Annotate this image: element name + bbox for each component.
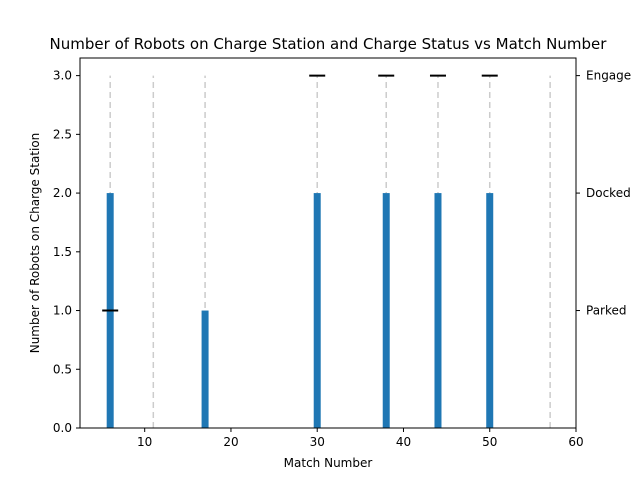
x-tick-label: 40: [396, 435, 411, 449]
x-axis: 10 20 30 40 50 60: [137, 428, 584, 449]
x-tick-label: 10: [137, 435, 152, 449]
y-axis-label: Number of Robots on Charge Station: [28, 133, 42, 354]
chart-title: Number of Robots on Charge Station and C…: [50, 35, 608, 53]
y-tick-label: 3.0: [53, 69, 72, 83]
x-tick-label: 60: [568, 435, 583, 449]
bar: [382, 193, 390, 428]
x-tick-label: 30: [310, 435, 325, 449]
x-axis-label: Match Number: [284, 456, 373, 470]
x-tick-label: 20: [223, 435, 238, 449]
plot-frame: [79, 57, 577, 429]
y-tick-label: 1.0: [53, 304, 72, 318]
y-tick-label: 1.5: [53, 245, 72, 259]
right-tick-label: Docked: [586, 186, 631, 200]
y-tick-label: 2.5: [53, 127, 72, 141]
y-tick-label: 2.0: [53, 186, 72, 200]
y-axis-right: Parked Docked Engage: [576, 69, 631, 318]
x-tick-label: 50: [482, 435, 497, 449]
bar: [486, 193, 494, 428]
bar: [434, 193, 442, 428]
y-tick-label: 0.0: [53, 421, 72, 435]
y-tick-label: 0.5: [53, 362, 72, 376]
right-tick-label: Engage: [586, 69, 631, 83]
y-axis-left: 0.0 0.5 1.0 1.5 2.0 2.5 3.0: [53, 69, 80, 435]
right-tick-label: Parked: [586, 304, 627, 318]
bar: [201, 310, 209, 428]
bar: [313, 193, 321, 428]
plot-area: [102, 74, 551, 428]
